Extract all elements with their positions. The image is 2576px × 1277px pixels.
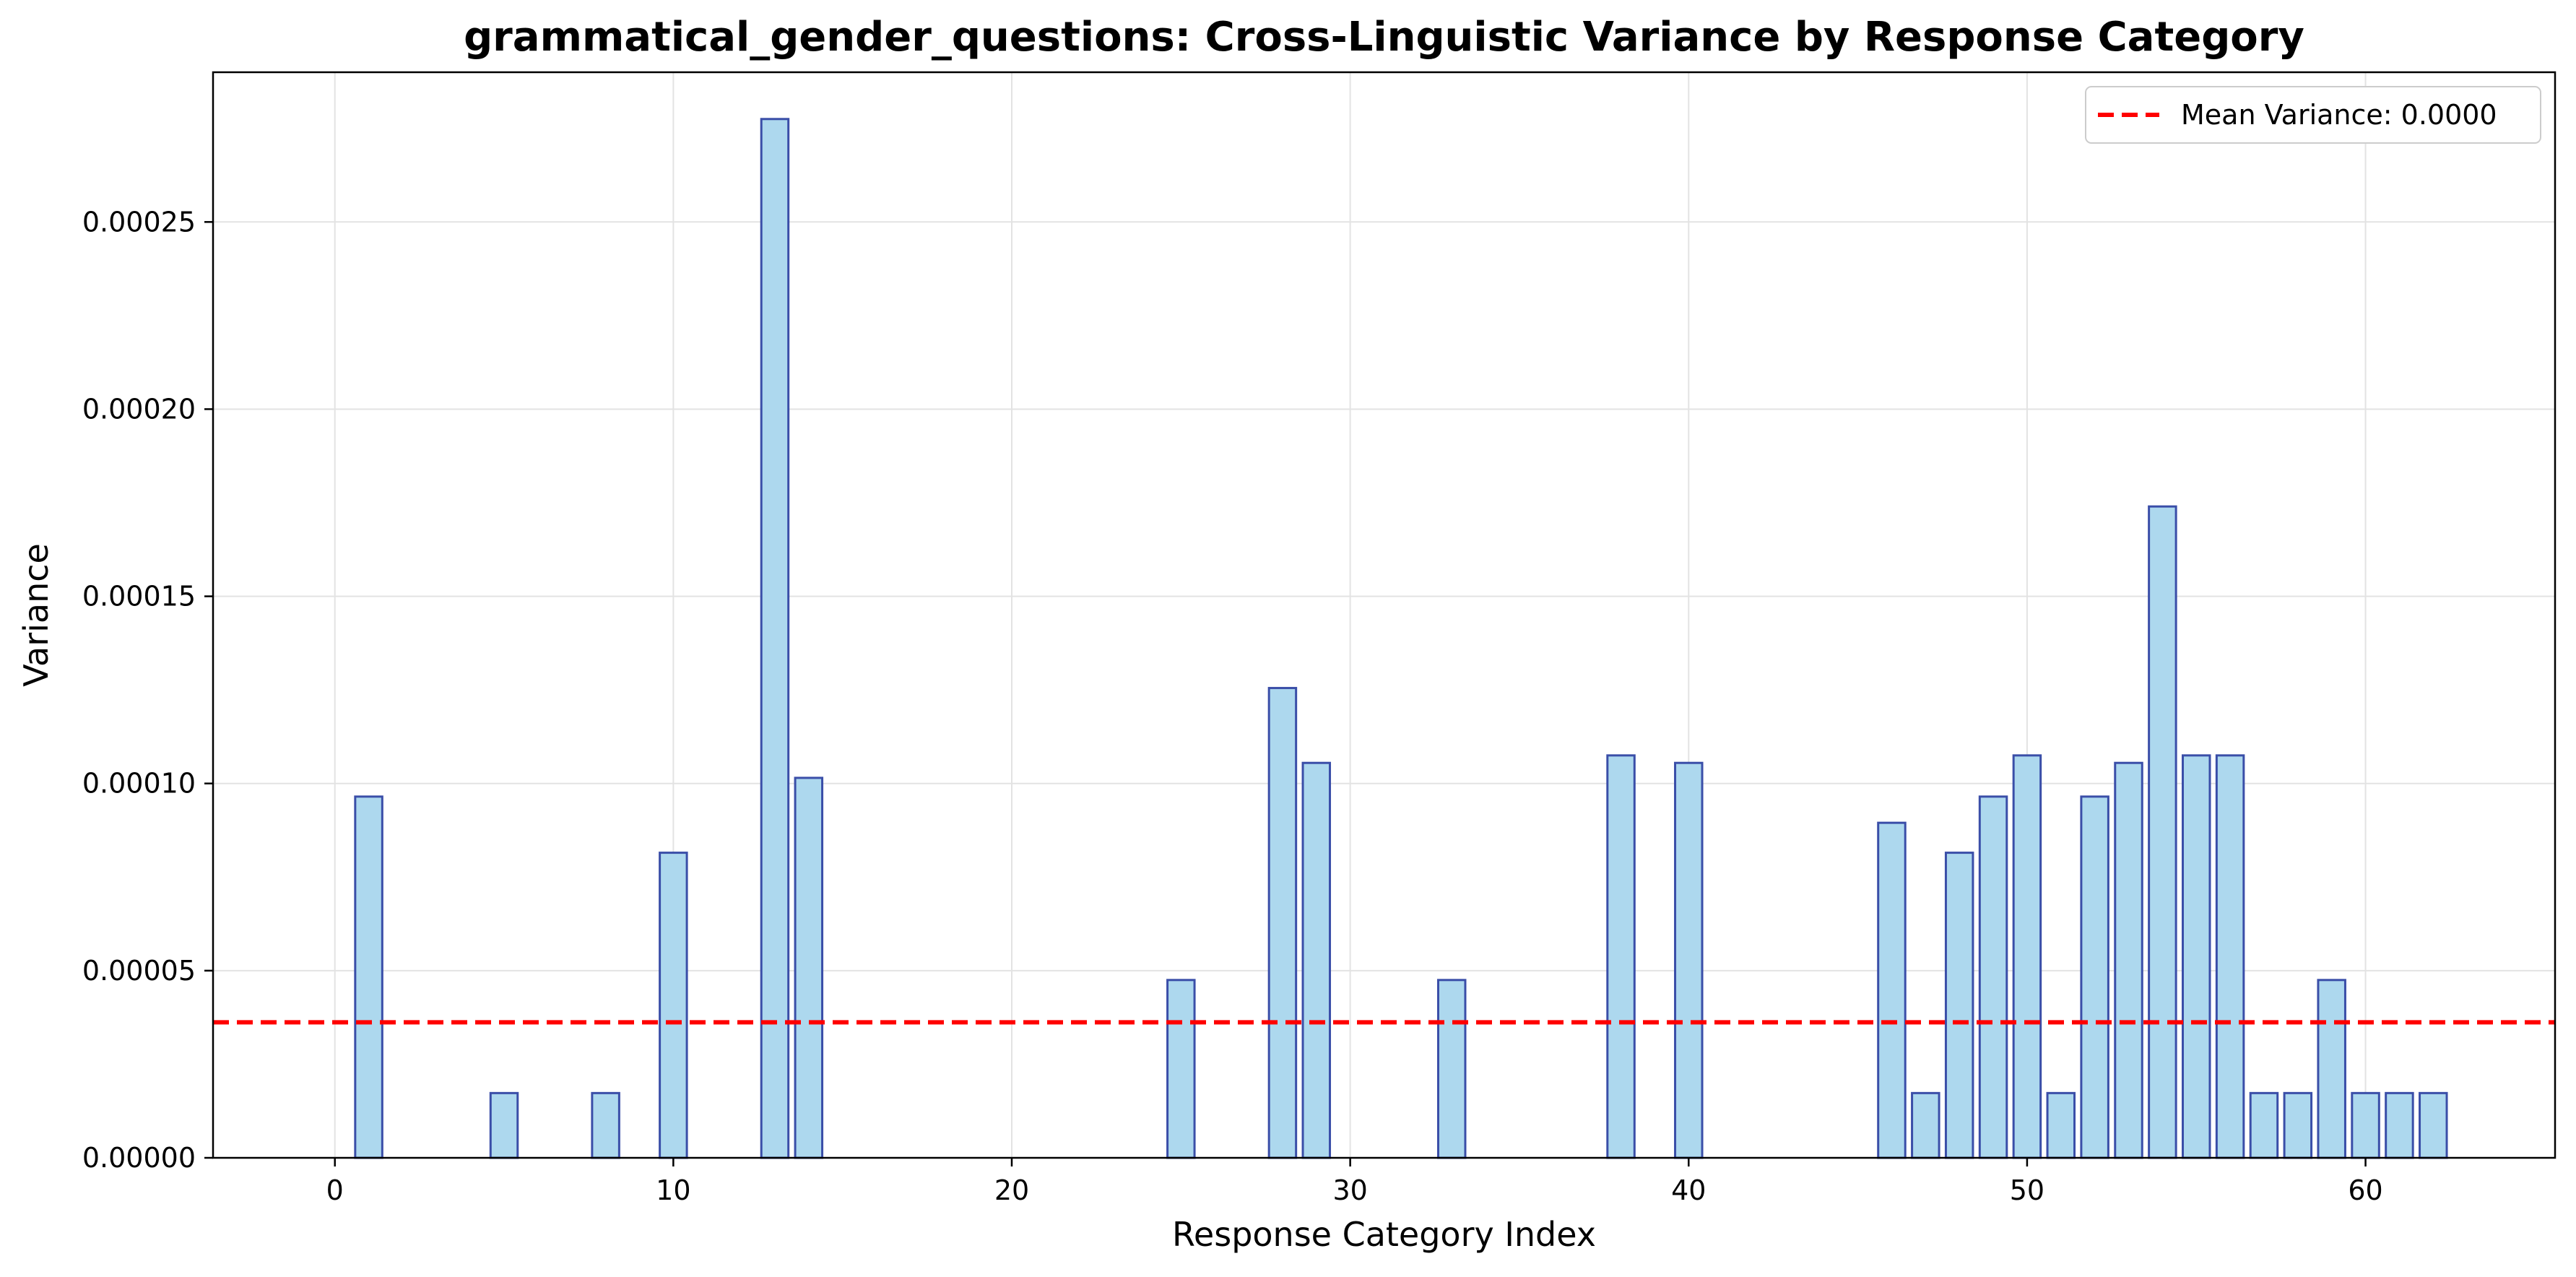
y-tick-label: 0.00015 — [82, 581, 196, 612]
bar — [2317, 979, 2346, 1159]
bar — [1674, 761, 1704, 1159]
bar — [1166, 979, 1196, 1159]
legend: Mean Variance: 0.0000 — [2085, 86, 2541, 144]
bar — [2114, 761, 2143, 1159]
y-tick-label: 0.00010 — [82, 768, 196, 800]
x-tick-label: 20 — [994, 1174, 1029, 1206]
bar — [1606, 754, 1636, 1159]
chart-title: grammatical_gender_questions: Cross-Ling… — [464, 14, 2304, 61]
bar — [591, 1091, 620, 1159]
x-tick-label: 60 — [2348, 1174, 2382, 1206]
x-tick-label: 50 — [2010, 1174, 2044, 1206]
bar — [2249, 1091, 2279, 1159]
bar — [2046, 1091, 2076, 1159]
bar — [760, 118, 790, 1159]
bar — [354, 795, 383, 1159]
y-tick-label: 0.00000 — [82, 1142, 196, 1174]
bar — [794, 776, 824, 1159]
bar — [2215, 754, 2245, 1159]
legend-box — [2085, 86, 2541, 144]
bar — [489, 1091, 519, 1159]
x-tick-label: 30 — [1332, 1174, 1367, 1206]
bar — [2181, 754, 2211, 1159]
legend-mean-label: Mean Variance: 0.0000 — [2181, 99, 2497, 131]
y-tick-label: 0.00005 — [82, 955, 196, 987]
x-tick-label: 10 — [656, 1174, 690, 1206]
bar — [1267, 687, 1298, 1159]
bar — [2012, 754, 2042, 1159]
bar — [659, 852, 688, 1159]
axis-ticks: 0 10 20 30 40 50 60 0.00000 0.00005 0.00010 0.0001… — [82, 206, 2383, 1206]
y-tick-label: 0.00025 — [82, 206, 196, 238]
bar — [2080, 795, 2109, 1159]
x-tick-label: 0 — [326, 1174, 344, 1206]
bar — [2385, 1091, 2414, 1159]
x-axis-label: Response Category Index — [1172, 1215, 1596, 1254]
plot-frame — [212, 71, 2557, 1159]
bar — [1877, 821, 1907, 1159]
bar — [1436, 979, 1467, 1159]
bar — [2419, 1091, 2448, 1159]
y-axis-label: Variance — [17, 543, 56, 687]
bar — [1978, 795, 2008, 1159]
bar — [2351, 1091, 2380, 1159]
y-tick-label: 0.00020 — [82, 393, 196, 425]
bar — [1301, 761, 1332, 1159]
bar — [1911, 1091, 1940, 1159]
bar — [1944, 852, 1974, 1159]
bar — [2283, 1091, 2313, 1159]
bar — [2148, 505, 2177, 1159]
bars — [354, 118, 2448, 1159]
x-tick-label: 40 — [1671, 1174, 1706, 1206]
